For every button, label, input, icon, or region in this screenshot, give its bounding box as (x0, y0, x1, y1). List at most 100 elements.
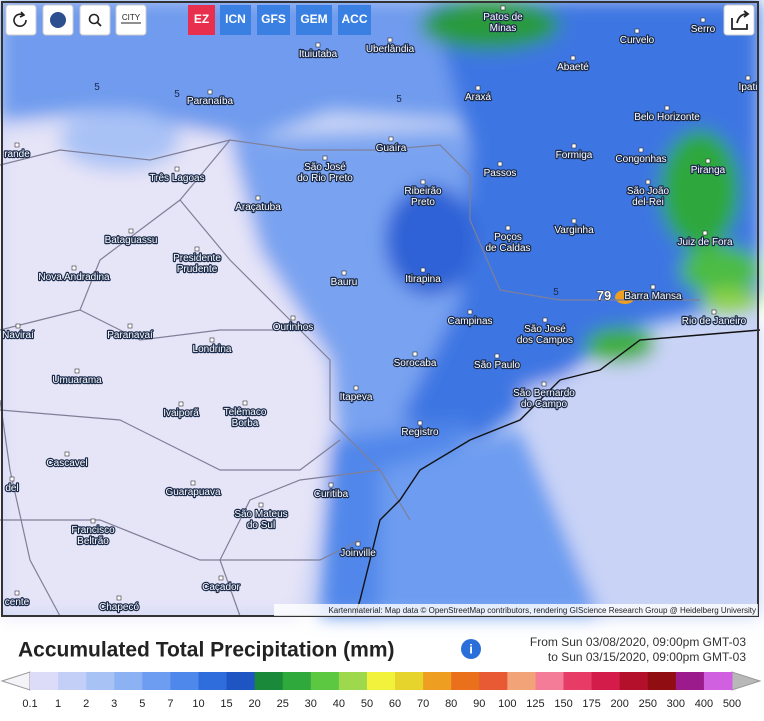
info-icon: i (469, 641, 473, 656)
model-button-label: GEM (300, 12, 327, 26)
city-marker (242, 400, 248, 406)
legend-swatch (58, 672, 87, 690)
city-label: Abaeté (557, 62, 589, 73)
city-marker (218, 575, 224, 581)
city-label: do Rio Preto (297, 173, 353, 184)
city-marker (174, 166, 180, 172)
legend-swatch (142, 672, 171, 690)
city-label: Paranavaí (107, 330, 153, 341)
city-label: Cascavel (46, 458, 87, 469)
city-label: Sorocaba (394, 358, 437, 369)
contour-label: 79 (597, 288, 611, 303)
model-button[interactable] (220, 5, 251, 35)
city-label: dos Campos (517, 335, 573, 346)
legend-swatch (563, 672, 593, 690)
legend-swatch (338, 672, 368, 690)
city-label: Belo Horizonte (634, 112, 700, 123)
city-label: Congonhas (615, 154, 666, 165)
date-to: to Sun 03/15/2020, 09:00pm GMT-03 (548, 650, 746, 664)
city-marker (542, 317, 548, 323)
legend-swatch (479, 672, 508, 690)
city-marker (194, 246, 200, 252)
city-marker (645, 179, 651, 185)
zoom-button[interactable] (79, 4, 111, 36)
city-marker (541, 381, 547, 387)
city-marker (178, 401, 184, 407)
city-label: Uberlândia (366, 44, 415, 55)
city-marker (207, 89, 213, 95)
city-button[interactable] (115, 4, 147, 36)
city-label: Umuarama (52, 375, 102, 386)
legend-swatch (535, 672, 565, 690)
legend-tick-label: 2 (83, 698, 89, 710)
city-label: São Bernardo (513, 388, 575, 399)
city-label: del-Rei (632, 197, 664, 208)
city-marker (355, 541, 361, 547)
legend-arrow-left (0, 671, 31, 691)
city-marker (505, 225, 511, 231)
city-marker (209, 337, 215, 343)
city-marker (571, 218, 577, 224)
model-button[interactable] (257, 5, 290, 35)
info-button[interactable] (461, 639, 481, 659)
city-button-label: CITY (122, 13, 141, 22)
city-label: Poços (494, 232, 522, 243)
legend-tick-label: 60 (389, 698, 401, 710)
legend-swatch (395, 672, 424, 690)
city-marker (638, 147, 644, 153)
footer: Accumulated Total Precipitation (mm) i F… (0, 635, 762, 691)
legend-swatch (675, 672, 705, 690)
model-button-label: ICN (225, 12, 246, 26)
legend-swatch (451, 672, 480, 690)
city-marker (387, 37, 393, 43)
legend-tick-label: 500 (723, 698, 741, 710)
model-button[interactable] (338, 5, 371, 35)
city-marker (497, 161, 503, 167)
city-label: do Campo (521, 399, 568, 410)
city-marker (664, 105, 670, 111)
city-label: Formiga (556, 150, 593, 161)
legend-tick-label: 0.1 (22, 698, 37, 710)
model-button-label: GFS (261, 12, 286, 26)
zoom-icon-handle (96, 21, 102, 27)
city-marker (116, 595, 122, 601)
legend-swatch (507, 672, 536, 690)
legend-swatch (198, 672, 228, 690)
legend-swatch (703, 672, 733, 690)
share-button[interactable] (723, 4, 755, 36)
city-label: Varginha (554, 225, 594, 236)
city-label: Presidente (173, 253, 221, 264)
legend-tick-label: 25 (277, 698, 289, 710)
legend-swatch (423, 672, 452, 690)
city-label: Borba (232, 418, 259, 429)
legend-tick-label: 300 (667, 698, 685, 710)
city-label: Joinville (340, 548, 376, 559)
title: Accumulated Total Precipitation (mm) (18, 639, 395, 662)
contour-label: 5 (553, 287, 559, 298)
city-label: São João (627, 186, 670, 197)
legend-swatch (619, 672, 649, 690)
city-label: de Caldas (485, 243, 530, 254)
city-label: São Paulo (474, 360, 521, 371)
city-marker (15, 323, 21, 329)
city-marker (420, 179, 426, 185)
city-label: Itapeva (340, 392, 373, 403)
legend-swatch (647, 672, 677, 690)
city-label: Itirapina (405, 274, 441, 285)
borders (0, 139, 700, 617)
city-label: São José (524, 324, 566, 335)
legend-tick-label: 250 (639, 698, 657, 710)
city-label: rande (4, 149, 30, 160)
date-from: From Sun 03/08/2020, 09:00pm GMT-03 (530, 635, 746, 649)
model-button[interactable] (188, 5, 215, 35)
model-button-label: ACC (342, 12, 368, 26)
city-label: Três Lagoas (149, 173, 204, 184)
legend-tick-label: 10 (192, 698, 204, 710)
legend-swatch (310, 672, 340, 690)
legend-tick-label: 70 (417, 698, 429, 710)
city-label: Nova Andradina (38, 272, 110, 283)
legend-tick-label: 400 (695, 698, 713, 710)
model-button[interactable] (296, 5, 332, 35)
refresh-button[interactable] (5, 4, 37, 36)
